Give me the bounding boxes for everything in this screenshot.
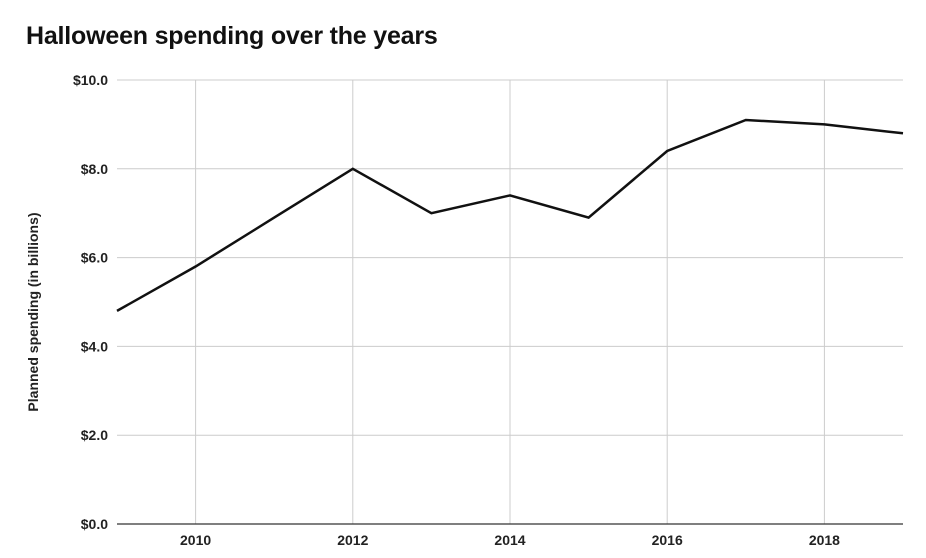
y-tick-label: $2.0 bbox=[81, 427, 108, 443]
y-tick-label: $0.0 bbox=[81, 516, 108, 532]
x-tick-label: 2010 bbox=[180, 532, 211, 548]
y-axis-label: Planned spending (in billions) bbox=[25, 212, 41, 411]
x-tick-label: 2014 bbox=[494, 532, 525, 548]
x-tick-label: 2016 bbox=[652, 532, 683, 548]
series-line bbox=[116, 118, 904, 312]
x-tick-label: 2018 bbox=[809, 532, 840, 548]
y-tick-label: $10.0 bbox=[73, 72, 108, 88]
y-tick-label: $8.0 bbox=[81, 161, 108, 177]
y-tick-label: $6.0 bbox=[81, 250, 108, 266]
tick-labels: $0.0 $2.0 $4.0 $6.0 $8.0 $10.0 2010 2012 2014 201… bbox=[73, 72, 840, 548]
series-layer bbox=[116, 118, 904, 312]
grid bbox=[117, 79, 903, 524]
x-tick-label: 2012 bbox=[337, 532, 368, 548]
y-tick-label: $4.0 bbox=[81, 338, 108, 354]
chart-title: Halloween spending over the years bbox=[26, 22, 438, 50]
